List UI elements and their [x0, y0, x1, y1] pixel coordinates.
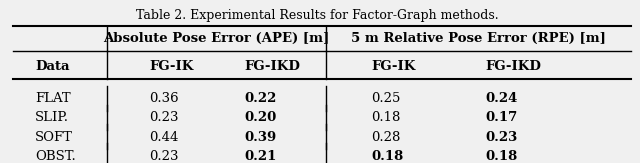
- Text: 0.21: 0.21: [244, 149, 276, 163]
- Text: FG-IKD: FG-IKD: [244, 60, 300, 73]
- Text: 0.39: 0.39: [244, 131, 276, 143]
- Text: FG-IK: FG-IK: [149, 60, 193, 73]
- Text: SLIP.: SLIP.: [35, 111, 69, 125]
- Text: 0.44: 0.44: [149, 131, 179, 143]
- Text: 0.28: 0.28: [371, 131, 401, 143]
- Text: 5 m Relative Pose Error (RPE) [m]: 5 m Relative Pose Error (RPE) [m]: [351, 32, 606, 45]
- Text: 0.18: 0.18: [371, 149, 403, 163]
- Text: 0.18: 0.18: [486, 149, 518, 163]
- Text: 0.23: 0.23: [149, 111, 179, 125]
- Text: 0.17: 0.17: [486, 111, 518, 125]
- Text: 0.24: 0.24: [486, 92, 518, 105]
- Text: FG-IK: FG-IK: [371, 60, 415, 73]
- Text: Table 2. Experimental Results for Factor-Graph methods.: Table 2. Experimental Results for Factor…: [136, 9, 499, 22]
- Text: 0.25: 0.25: [371, 92, 401, 105]
- Text: FG-IKD: FG-IKD: [486, 60, 541, 73]
- Text: OBST.: OBST.: [35, 149, 76, 163]
- Text: 0.36: 0.36: [149, 92, 179, 105]
- Text: FLAT: FLAT: [35, 92, 70, 105]
- Text: SOFT: SOFT: [35, 131, 73, 143]
- Text: 0.22: 0.22: [244, 92, 276, 105]
- Text: 0.20: 0.20: [244, 111, 276, 125]
- Text: Absolute Pose Error (APE) [m]: Absolute Pose Error (APE) [m]: [103, 32, 329, 45]
- Text: 0.23: 0.23: [486, 131, 518, 143]
- Text: 0.23: 0.23: [149, 149, 179, 163]
- Text: Data: Data: [35, 60, 69, 73]
- Text: 0.18: 0.18: [371, 111, 401, 125]
